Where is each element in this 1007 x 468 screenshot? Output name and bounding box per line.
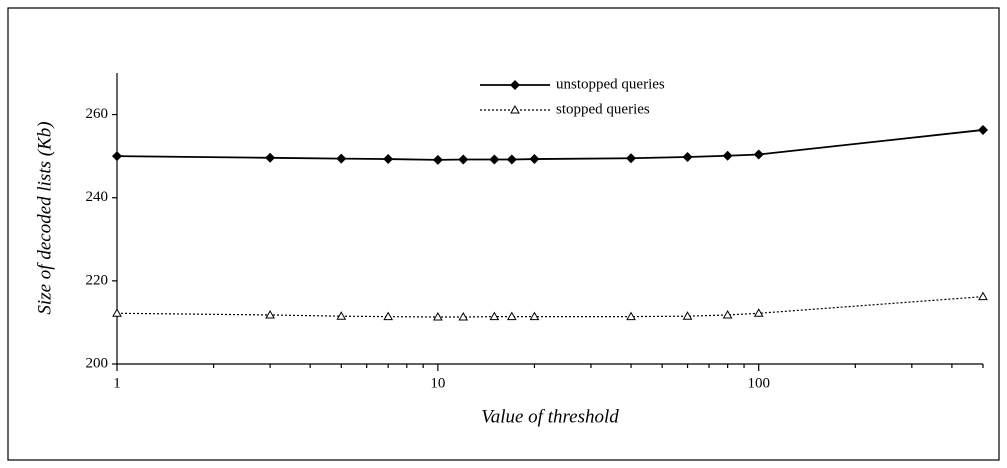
- point: [432, 154, 443, 165]
- point: [383, 311, 394, 321]
- y-tick-label: 200: [86, 355, 109, 371]
- point: [529, 154, 540, 165]
- point: [433, 312, 443, 321]
- point: [978, 291, 988, 301]
- x-tick-label: 1: [113, 375, 121, 391]
- point: [458, 312, 469, 321]
- x-axis-label: Value of threshold: [481, 406, 619, 427]
- y-tick-label: 220: [86, 272, 109, 288]
- x-tick-label: 100: [747, 375, 770, 391]
- point: [336, 153, 347, 164]
- point: [506, 154, 517, 165]
- point: [112, 308, 122, 317]
- point: [383, 154, 394, 165]
- point: [682, 311, 693, 320]
- point: [489, 154, 500, 165]
- legend-label: unstopped queries: [556, 76, 665, 92]
- point: [489, 311, 500, 321]
- y-axis-label: Size of decoded lists (Kb): [34, 121, 55, 314]
- point: [265, 309, 275, 319]
- legend-marker: [510, 80, 520, 90]
- point: [626, 153, 637, 164]
- point: [626, 311, 636, 321]
- series-line: [116, 129, 984, 161]
- point: [506, 311, 517, 321]
- point: [722, 309, 733, 319]
- y-tick-label: 240: [86, 189, 109, 205]
- point: [978, 124, 988, 135]
- frame: [7, 7, 1000, 461]
- point: [753, 149, 764, 160]
- point: [458, 154, 469, 165]
- point: [336, 311, 347, 320]
- legend-label: stopped queries: [556, 101, 650, 117]
- y-tick-label: 260: [86, 106, 109, 122]
- point: [112, 151, 122, 162]
- x-tick-label: 10: [430, 375, 445, 391]
- point: [753, 308, 764, 317]
- point: [529, 311, 540, 321]
- point: [265, 152, 276, 163]
- series-line: [116, 296, 984, 318]
- point: [682, 151, 693, 162]
- legend-marker: [510, 104, 520, 114]
- point: [722, 150, 733, 161]
